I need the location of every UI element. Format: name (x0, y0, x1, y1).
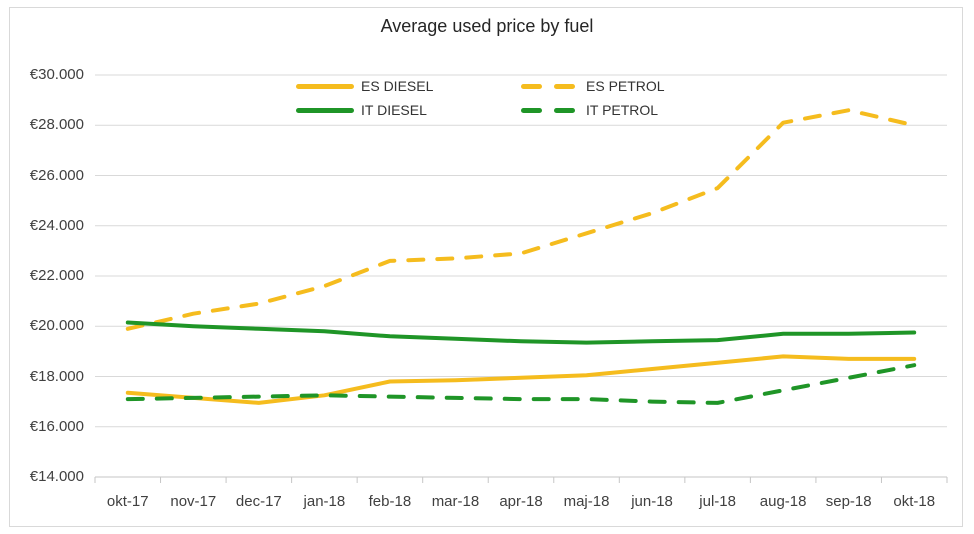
x-axis-label: jul-18 (699, 493, 736, 510)
chart-title: Average used price by fuel (380, 16, 594, 36)
x-axis-label: apr-18 (499, 493, 543, 510)
legend-item-it-petrol: IT PETROL (521, 102, 658, 118)
series-line-it-diesel (125, 320, 917, 345)
y-axis-label: €14.000 (29, 468, 84, 485)
x-axis-label: nov-17 (170, 493, 217, 510)
y-axis-label: €30.000 (29, 66, 84, 83)
chart-frame (9, 7, 963, 527)
y-axis-label: €18.000 (29, 367, 84, 385)
x-axis-label: okt-18 (893, 493, 936, 510)
x-axis-label: aug-18 (759, 493, 807, 510)
x-axis-label: mar-18 (431, 493, 480, 510)
x-axis-label: okt-17 (106, 493, 149, 510)
legend-swatch-solid-green (296, 107, 354, 113)
legend-swatch-dashed-green (521, 107, 579, 113)
x-axis-label: feb-18 (368, 493, 412, 510)
legend-label-it-petrol: IT PETROL (586, 102, 659, 118)
y-axis-label: €26.000 (29, 166, 84, 184)
legend-label-es-petrol: ES PETROL (586, 78, 665, 94)
x-axis-label: jan-18 (303, 493, 346, 510)
y-axis-label: €20.000 (29, 317, 84, 335)
y-axis-label: €16.000 (29, 417, 84, 435)
series-line-it-petrol (125, 363, 917, 405)
y-axis-label: €24.000 (29, 216, 84, 234)
series-line-es-diesel (125, 354, 917, 405)
x-axis-label: maj-18 (563, 493, 610, 510)
legend-swatch-solid-yellow (296, 83, 354, 89)
legend-item-es-petrol: ES PETROL (521, 78, 665, 94)
legend-label-es-diesel: ES DIESEL (361, 78, 434, 94)
x-axis-label: jun-18 (631, 493, 673, 510)
series-line-es-petrol (125, 108, 917, 331)
legend-item-it-diesel: IT DIESEL (296, 102, 427, 118)
legend-item-es-diesel: ES DIESEL (296, 78, 433, 94)
y-axis-label: €22.000 (29, 267, 84, 284)
y-axis-label: €28.000 (29, 116, 84, 134)
legend-label-it-diesel: IT DIESEL (361, 102, 427, 118)
legend-swatch-dashed-yellow (521, 83, 579, 89)
x-axis-label: sep-18 (825, 493, 872, 510)
x-axis-label: dec-17 (235, 493, 282, 510)
